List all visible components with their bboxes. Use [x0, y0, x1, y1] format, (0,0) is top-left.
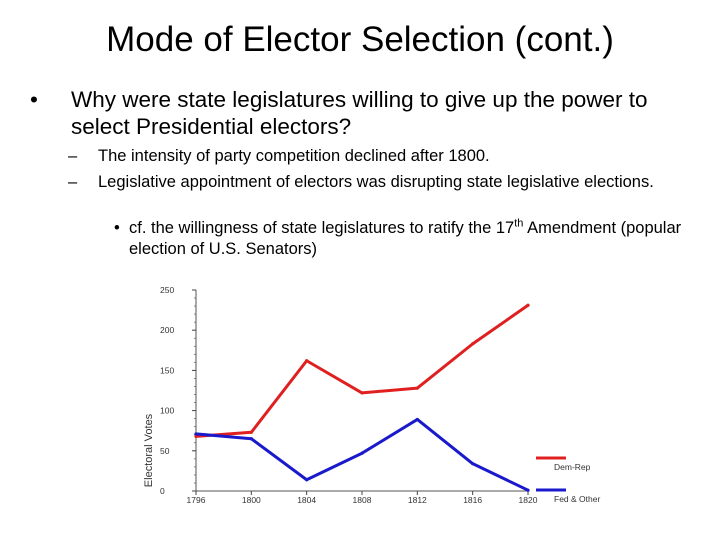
x-tick-label: 1820 — [519, 495, 538, 505]
dash-marker: – — [68, 173, 78, 191]
x-tick-label: 1812 — [408, 495, 427, 505]
bullet-main-text: Why were state legislatures willing to g… — [71, 87, 648, 139]
legend-label: Dem-Rep — [554, 462, 591, 472]
x-tick-label: 1800 — [242, 495, 261, 505]
bullet-marker: • — [114, 219, 120, 237]
data-point — [526, 303, 530, 307]
y-tick-label: 200 — [160, 325, 174, 335]
data-point — [249, 437, 253, 441]
x-tick-label: 1796 — [187, 495, 206, 505]
chart-canvas: 0 50 100 150 200 250 1796 1800 1804 1808 1812 1816 1… — [143, 285, 600, 505]
legend-label: Fed & Other — [554, 494, 600, 504]
y-tick-label: 100 — [160, 406, 174, 416]
data-point — [194, 434, 198, 438]
electoral-votes-chart: 0 50 100 150 200 250 1796 1800 1804 1808 1812 1816 1… — [140, 276, 630, 516]
x-tick-label: 1816 — [463, 495, 482, 505]
data-point — [194, 432, 198, 436]
data-point — [360, 451, 364, 455]
data-point — [526, 488, 530, 492]
series-line-1 — [194, 417, 530, 492]
y-tick-label: 0 — [160, 486, 165, 496]
sub-sub-bullet-text: cf. the willingness of state legislature… — [129, 218, 694, 260]
y-tick-label: 50 — [160, 446, 170, 456]
dash-marker: – — [68, 147, 78, 165]
sub-bullet-1: – The intensity of party competition dec… — [68, 146, 688, 167]
x-tick-label: 1804 — [297, 495, 316, 505]
bullet-main: • Why were state legislatures willing to… — [30, 86, 690, 140]
text-part: Amendment (popular election of U.S. Sena… — [129, 219, 682, 258]
data-point — [471, 462, 475, 466]
y-tick-label: 250 — [160, 285, 174, 295]
slide-title: Mode of Elector Selection (cont.) — [106, 20, 614, 59]
bullet-marker: • — [30, 87, 38, 112]
y-axis-label: Electoral Votes — [143, 413, 155, 487]
sub-bullet-1-text: The intensity of party competition decli… — [98, 147, 490, 165]
series-line-0 — [194, 303, 530, 438]
data-point — [305, 478, 309, 482]
data-point — [249, 430, 253, 434]
sub-bullet-2-text: Legislative appointment of electors was … — [98, 173, 654, 191]
data-point — [360, 391, 364, 395]
sub-sub-bullet: • cf. the willingness of state legislatu… — [114, 218, 694, 260]
y-tick-label: 150 — [160, 365, 174, 375]
sub-bullet-2: – Legislative appointment of electors wa… — [68, 172, 688, 193]
data-point — [471, 342, 475, 346]
data-point — [415, 417, 419, 422]
text-part: cf. the willingness of state legislature… — [129, 219, 515, 237]
x-tick-label: 1808 — [353, 495, 372, 505]
data-point — [305, 359, 309, 363]
ordinal-suffix: th — [514, 217, 524, 230]
data-point — [415, 386, 419, 390]
